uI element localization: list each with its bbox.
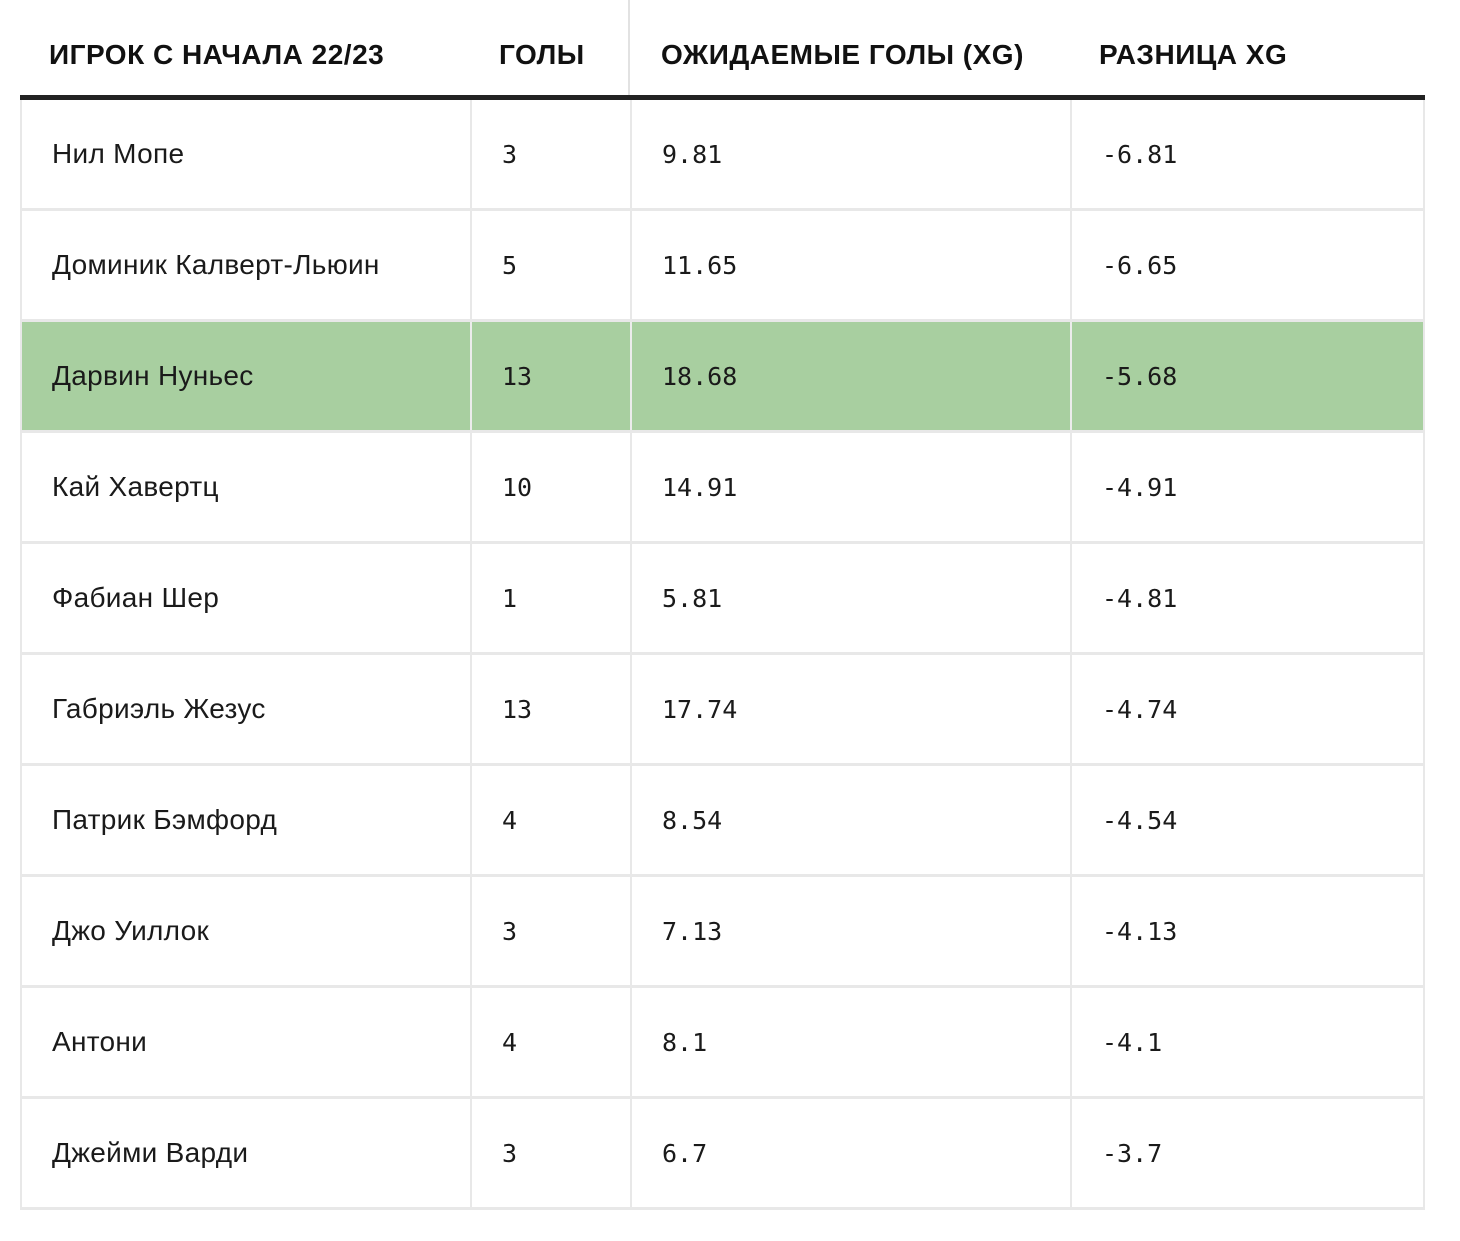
xg-table: ИГРОК С НАЧАЛА 22/23 ГОЛЫ ОЖИДАЕМЫЕ ГОЛЫ… — [20, 0, 1425, 1210]
goals-value: 3 — [472, 877, 632, 985]
goals-value: 4 — [472, 766, 632, 874]
xg-value: 11.65 — [632, 211, 1072, 319]
xg-value: 8.54 — [632, 766, 1072, 874]
xg-value: 6.7 — [632, 1099, 1072, 1207]
player-name: Джо Уиллок — [22, 877, 472, 985]
xg-value: 8.1 — [632, 988, 1072, 1096]
header-xg: ОЖИДАЕМЫЕ ГОЛЫ (XG) — [661, 38, 1024, 70]
player-name: Фабиан Шер — [22, 544, 472, 652]
table-row: Габриэль Жезус 13 17.74 -4.74 — [20, 655, 1425, 766]
table-row: Джо Уиллок 3 7.13 -4.13 — [20, 877, 1425, 988]
xg-value: 9.81 — [632, 100, 1072, 208]
goals-value: 3 — [472, 100, 632, 208]
xg-diff-value: -6.81 — [1102, 139, 1178, 169]
goals-value: 13 — [472, 655, 632, 763]
header-xg-diff: РАЗНИЦА XG — [1099, 38, 1288, 70]
goals-value: 10 — [472, 433, 632, 541]
header-player: ИГРОК С НАЧАЛА 22/23 — [49, 38, 385, 70]
xg-diff-value: -4.91 — [1102, 472, 1178, 502]
xg-value: 14.91 — [632, 433, 1072, 541]
table-row: Нил Мопе 3 9.81 -6.81 — [20, 100, 1425, 211]
xg-diff-value: -4.13 — [1102, 916, 1178, 946]
table-header: ИГРОК С НАЧАЛА 22/23 ГОЛЫ ОЖИДАЕМЫЕ ГОЛЫ… — [20, 0, 1425, 100]
player-name: Патрик Бэмфорд — [22, 766, 472, 874]
header-goals: ГОЛЫ — [470, 0, 630, 95]
table-row: Кай Хавертц 10 14.91 -4.91 — [20, 433, 1425, 544]
player-name: Кай Хавертц — [22, 433, 472, 541]
table-row: Джейми Варди 3 6.7 -3.7 — [20, 1099, 1425, 1210]
xg-value: 17.74 — [632, 655, 1072, 763]
player-name: Дарвин Нуньес — [22, 322, 472, 430]
xg-diff-value: -4.81 — [1102, 583, 1178, 613]
xg-value: 18.68 — [632, 322, 1072, 430]
xg-diff-value: -3.7 — [1102, 1138, 1163, 1168]
player-name: Габриэль Жезус — [22, 655, 472, 763]
player-name: Антони — [22, 988, 472, 1096]
table-row: Доминик Калверт-Льюин 5 11.65 -6.65 — [20, 211, 1425, 322]
table-row: Фабиан Шер 1 5.81 -4.81 — [20, 544, 1425, 655]
xg-value: 7.13 — [632, 877, 1072, 985]
goals-value: 1 — [472, 544, 632, 652]
xg-diff-value: -5.68 — [1102, 361, 1178, 391]
table-row: Патрик Бэмфорд 4 8.54 -4.54 — [20, 766, 1425, 877]
goals-value: 5 — [472, 211, 632, 319]
xg-diff-value: -4.1 — [1102, 1027, 1163, 1057]
player-name: Доминик Калверт-Льюин — [22, 211, 472, 319]
player-name: Джейми Варди — [22, 1099, 472, 1207]
xg-value: 5.81 — [632, 544, 1072, 652]
xg-diff-value: -6.65 — [1102, 250, 1178, 280]
table-row-highlighted: Дарвин Нуньес 13 18.68 -5.68 — [20, 322, 1425, 433]
goals-value: 13 — [472, 322, 632, 430]
xg-diff-value: -4.74 — [1102, 694, 1178, 724]
player-name: Нил Мопе — [22, 100, 472, 208]
goals-value: 4 — [472, 988, 632, 1096]
xg-diff-value: -4.54 — [1102, 805, 1178, 835]
goals-value: 3 — [472, 1099, 632, 1207]
table-row: Антони 4 8.1 -4.1 — [20, 988, 1425, 1099]
